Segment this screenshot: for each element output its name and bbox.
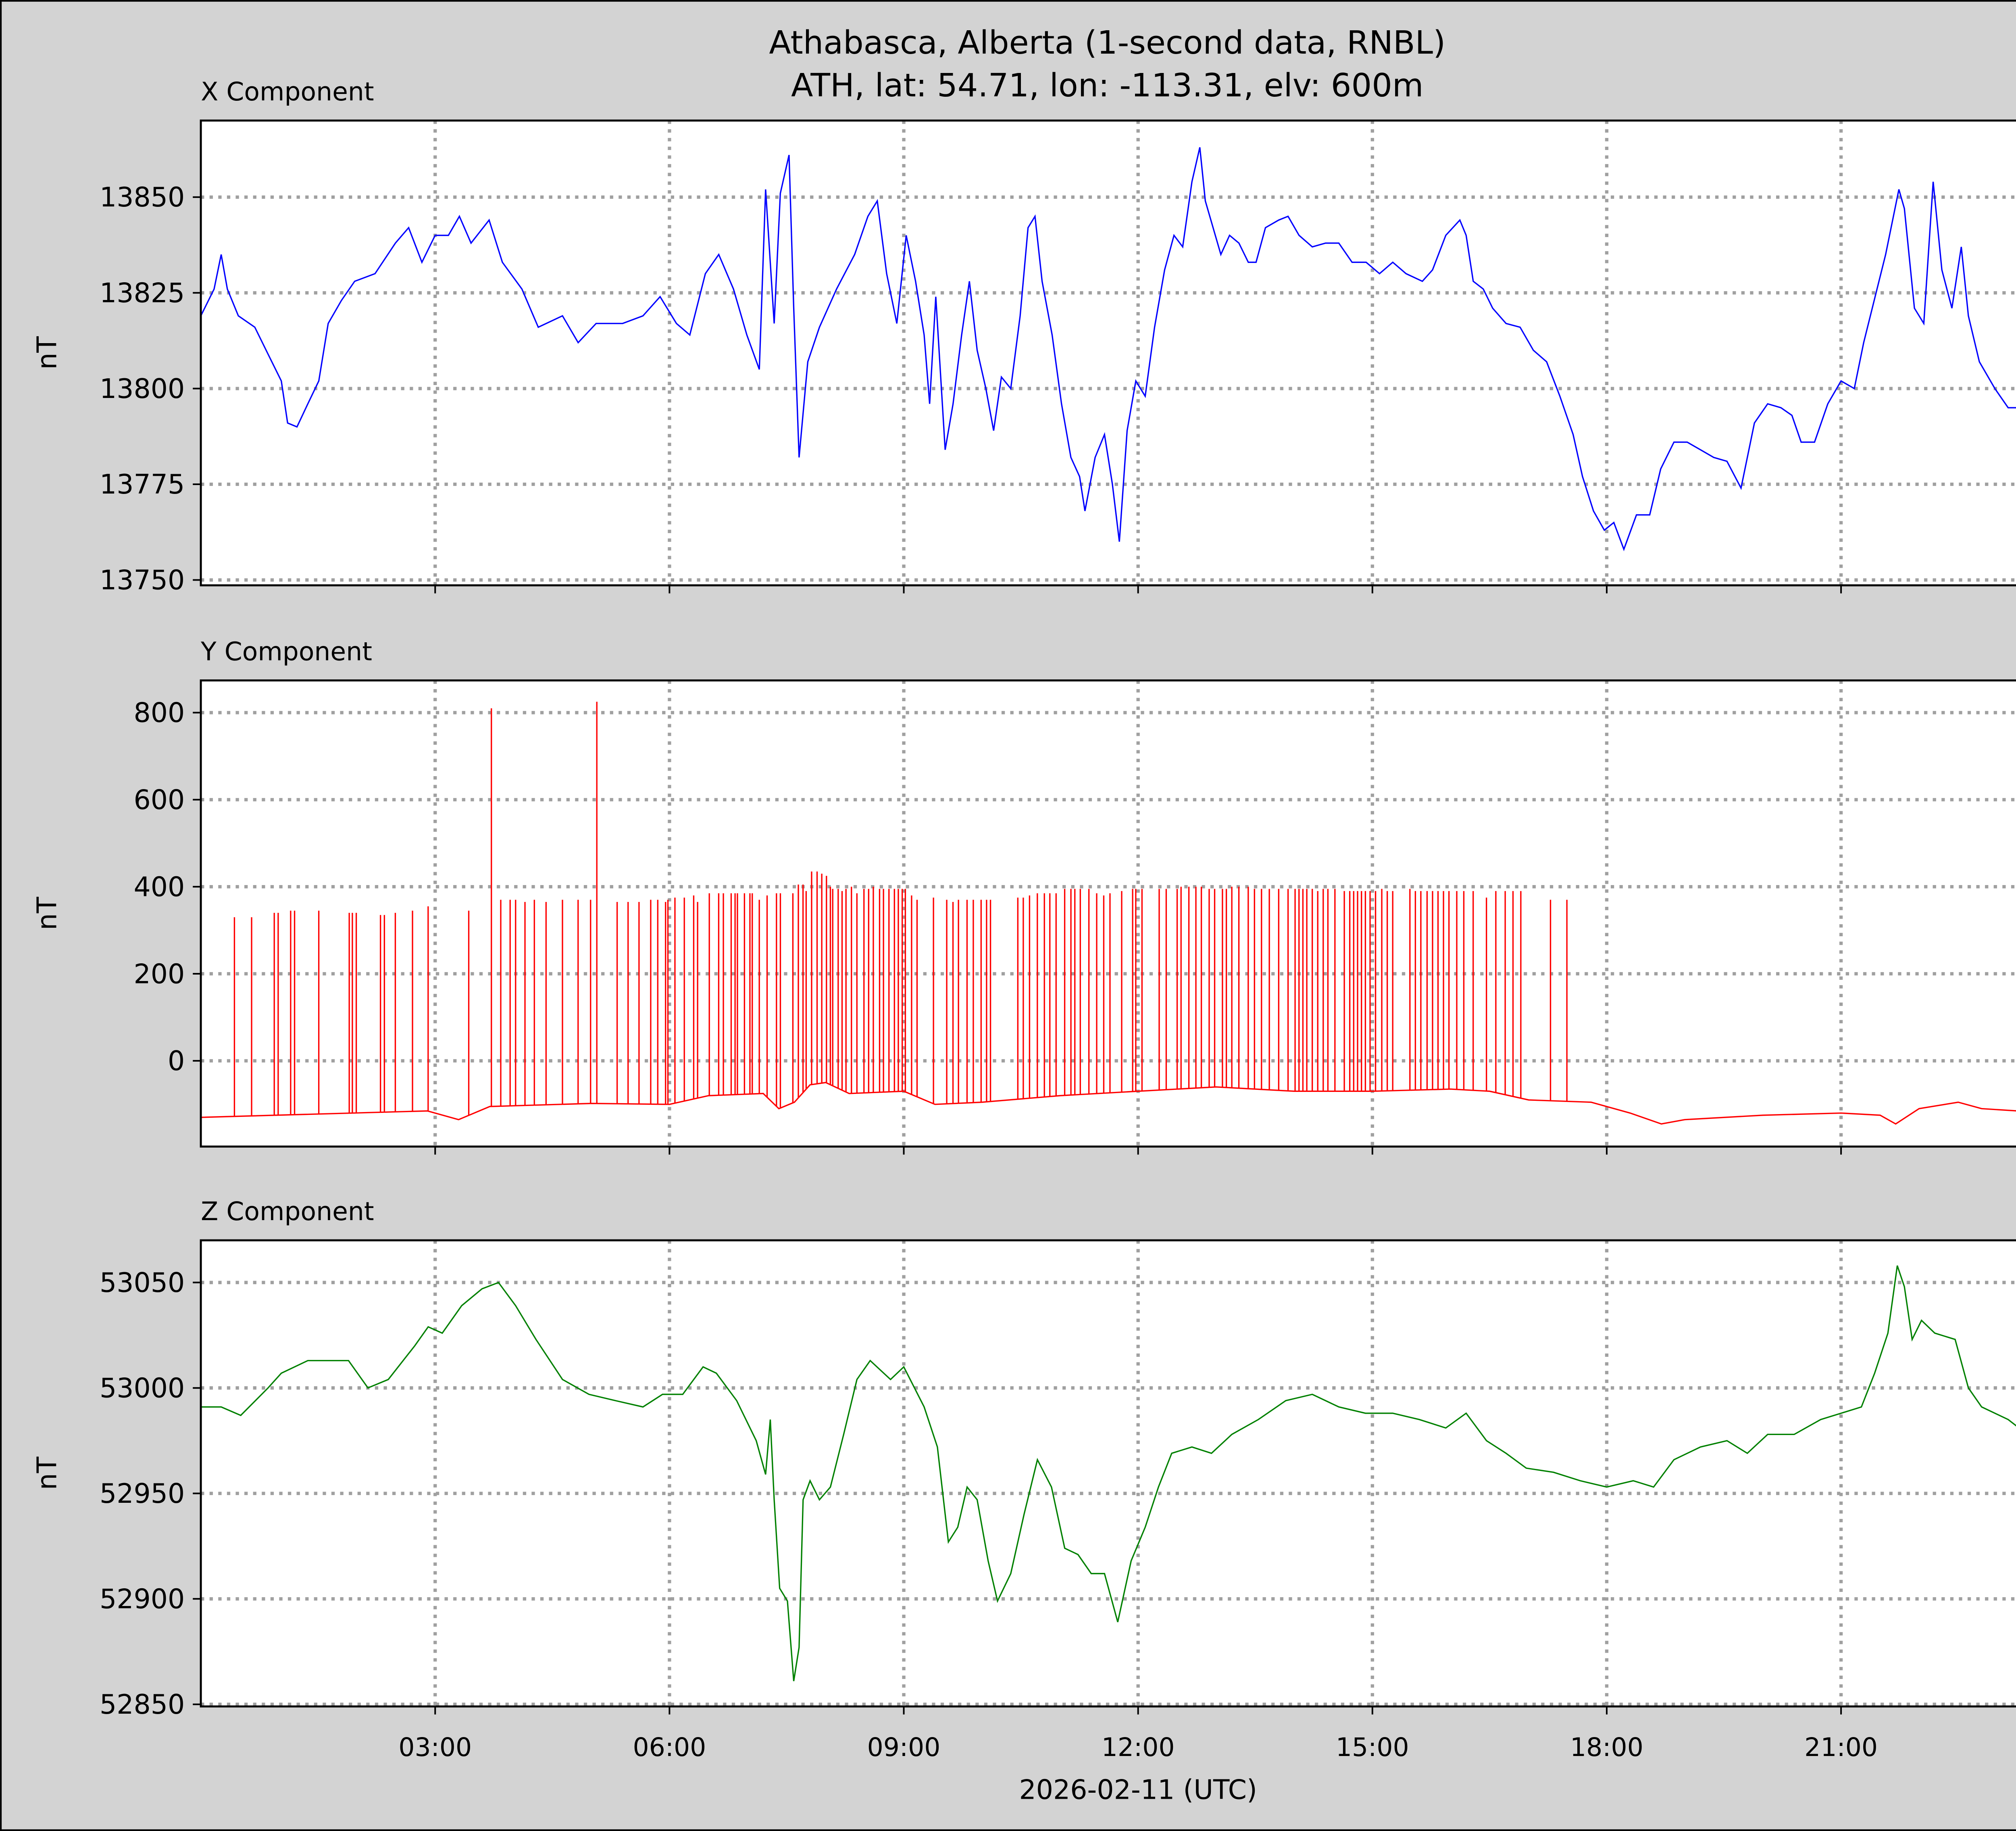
- y-tick-label: 53000: [100, 1372, 185, 1404]
- y-tick-label: 200: [134, 958, 185, 989]
- y-tick-label: 600: [134, 784, 185, 816]
- y-tick-label: 52850: [100, 1689, 185, 1720]
- panel-title: Y Component: [200, 637, 372, 667]
- y-tick-label: 400: [134, 871, 185, 902]
- x-tick-label: 18:00: [1570, 1732, 1643, 1762]
- y-tick-label: 13750: [100, 565, 185, 596]
- y-axis-label: nT: [31, 897, 62, 930]
- panel-y-component: 0 200 400 600 800 Y Component nT: [31, 637, 2016, 1155]
- x-axis-label: 2026-02-11 (UTC): [1019, 1774, 1257, 1805]
- x-tick-label: 15:00: [1336, 1732, 1409, 1762]
- series-line: [201, 1265, 2016, 1681]
- chart-title: Athabasca, Alberta (1-second data, RNBL): [769, 24, 1445, 61]
- y-tick-label: 13775: [100, 469, 185, 500]
- x-tick-label: 21:00: [1804, 1732, 1878, 1762]
- x-tick-label: 12:00: [1102, 1732, 1175, 1762]
- y-tick-label: 52900: [100, 1583, 185, 1615]
- y-axis-label: nT: [31, 1456, 62, 1490]
- panel-z-component: 52850 52900 52950 53000 53050 03:00 06:00 09:00…: [31, 1196, 2016, 1762]
- panel-x-component: 13750 13775 13800 13825 13850 X Component nT: [31, 77, 2016, 596]
- y-tick-label: 53050: [100, 1267, 185, 1298]
- plot-frame: [200, 119, 2016, 587]
- y-axis-label: nT: [31, 336, 62, 370]
- x-tick-label: 03:00: [398, 1732, 472, 1762]
- series-line: [201, 147, 2016, 552]
- series-line: [201, 1082, 2016, 1125]
- plot-area: [201, 680, 2016, 1147]
- chart-subtitle: ATH, lat: 54.71, lon: -113.31, elv: 600m: [791, 67, 1424, 104]
- x-tick-label: 09:00: [867, 1732, 941, 1762]
- y-tick-label: 52950: [100, 1478, 185, 1509]
- y-tick-label: 13825: [100, 277, 185, 308]
- y-tick-label: 13800: [100, 373, 185, 404]
- plot-area: [201, 1240, 2016, 1707]
- y-tick-label: 800: [134, 697, 185, 729]
- x-tick-label: 06:00: [633, 1732, 706, 1762]
- y-tick-label: 0: [168, 1045, 185, 1077]
- plot-area: [201, 120, 2016, 585]
- panel-title: Z Component: [201, 1196, 374, 1226]
- panel-title: X Component: [201, 77, 374, 106]
- y-tick-label: 13850: [100, 181, 185, 213]
